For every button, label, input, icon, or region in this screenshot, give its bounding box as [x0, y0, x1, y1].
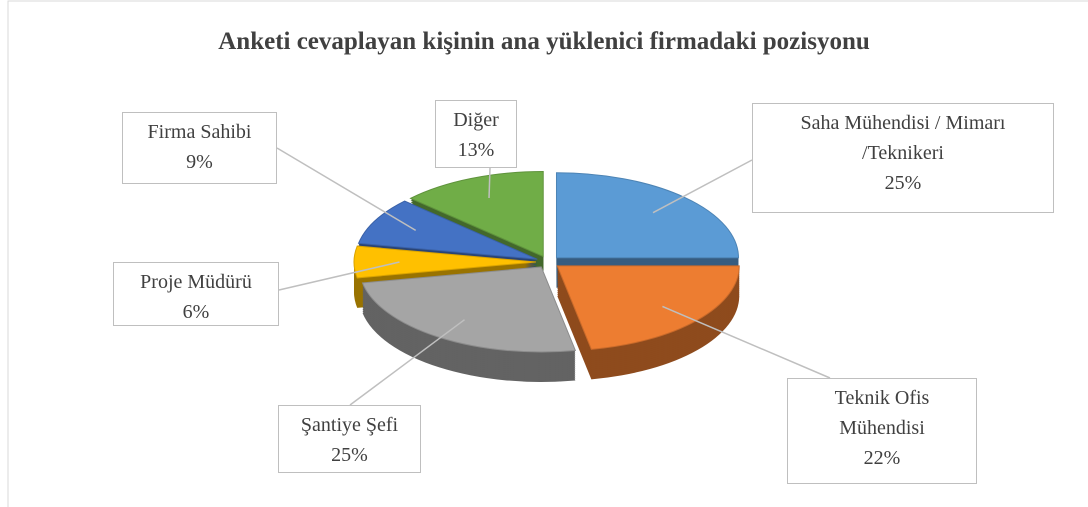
data-label: Firma Sahibi 9%: [122, 112, 277, 184]
slice-group: [361, 266, 577, 382]
slice-group: [556, 265, 740, 380]
slice: [409, 170, 544, 258]
data-label: Teknik Ofis Mühendisi 22%: [787, 378, 977, 484]
data-label: Diğer 13%: [435, 100, 517, 168]
label-category: Diğer: [453, 109, 499, 131]
label-value: 9%: [186, 151, 213, 173]
data-label: Proje Müdürü 6%: [113, 262, 279, 326]
label-category: Teknik Ofis Mühendisi: [834, 387, 930, 439]
slice: [357, 200, 538, 260]
label-value: 6%: [182, 301, 210, 323]
label-value: 25%: [884, 172, 922, 194]
label-category: Firma Sahibi: [147, 121, 252, 143]
label-value: 22%: [863, 447, 901, 469]
leader-line: [349, 319, 465, 406]
leader-line: [662, 305, 831, 379]
leader-line: [652, 159, 753, 214]
data-label: Şantiye Şefi 25%: [278, 405, 421, 473]
label-category: Saha Mühendisi / Mimarı /Teknikeri: [800, 112, 1006, 164]
slice: [361, 266, 577, 353]
slice: [556, 265, 740, 350]
leader-line: [488, 167, 491, 199]
slice: [353, 245, 537, 279]
label-category: Şantiye Şefi: [300, 414, 399, 436]
data-label: Saha Mühendisi / Mimarı /Teknikeri 25%: [752, 103, 1054, 213]
slice-group: [555, 172, 739, 288]
leader-line: [278, 261, 400, 291]
leader-line: [276, 147, 417, 231]
label-value: 25%: [331, 444, 368, 466]
slice: [555, 172, 739, 259]
chart-border: [7, 0, 1088, 507]
label-value: 13%: [457, 139, 495, 161]
label-category: Proje Müdürü: [140, 271, 252, 293]
chart-title: Anketi cevaplayan kişinin ana yüklenici …: [218, 28, 870, 55]
